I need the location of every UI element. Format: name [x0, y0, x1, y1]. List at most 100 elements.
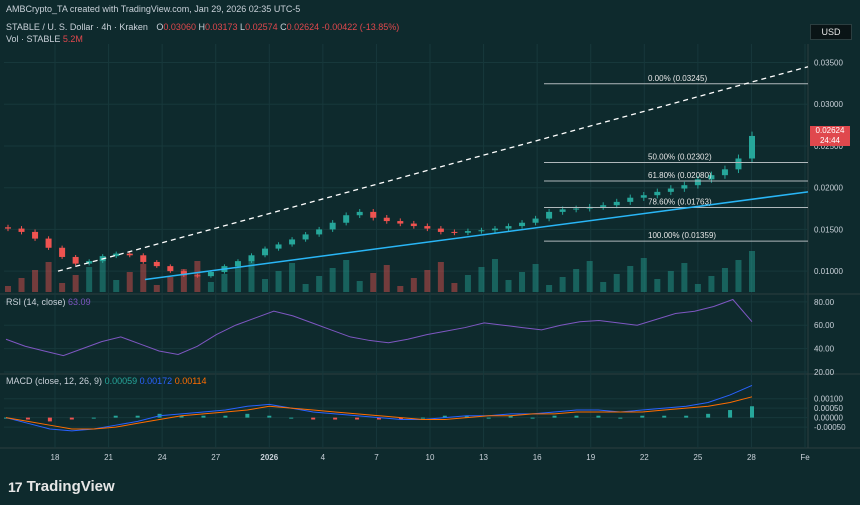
ohlc-low: 0.02574 [245, 22, 278, 32]
volume-bar [221, 274, 228, 292]
ohlc-open: 0.03060 [163, 22, 196, 32]
candle-body [167, 266, 174, 272]
rsi-legend: RSI (14, close) 63.09 [6, 297, 91, 307]
currency-button[interactable]: USD [810, 24, 852, 40]
volume-bar [559, 277, 566, 292]
volume-bar [45, 262, 52, 292]
tradingview-mark-icon: 17 [8, 478, 23, 495]
time-tick-label: 19 [586, 453, 595, 462]
volume-bar [464, 275, 471, 292]
candle-body [5, 227, 11, 229]
ohlc-close: 0.02624 [286, 22, 320, 32]
volume-bar [18, 278, 25, 292]
macd-histogram-bar [333, 417, 338, 420]
candle-body [45, 238, 52, 248]
candle-body [410, 223, 417, 227]
macd-signal-value: 0.00172 [139, 376, 173, 386]
price-tick-label: 0.03000 [814, 100, 843, 109]
tradingview-logo[interactable]: 17 TradingView [8, 478, 115, 495]
time-tick-label: 18 [51, 453, 60, 462]
price-tick-label: 0.01500 [814, 225, 843, 234]
resistance-trendline [57, 66, 809, 272]
time-tick-label: 4 [321, 453, 326, 462]
ohlc-l-label: L [240, 22, 246, 32]
candle-body [18, 228, 25, 232]
candle-body [519, 222, 526, 227]
time-tick-label: 2026 [260, 453, 278, 462]
volume-bar [546, 285, 553, 292]
volume-bar [370, 273, 377, 292]
volume-bar [613, 274, 620, 292]
volume-bar [478, 267, 485, 292]
brand-name: TradingView [26, 478, 115, 495]
macd-histogram-bar [289, 417, 294, 419]
macd-tick-label: 0.00050 [814, 404, 843, 413]
macd-histogram-bar [135, 415, 140, 418]
fib-level-label: 0.00% (0.03245) [648, 74, 707, 83]
time-tick-label: 21 [104, 453, 113, 462]
volume-bar [167, 277, 174, 292]
macd-hist-value: 0.00114 [174, 376, 207, 386]
macd-label: MACD (close, 12, 26, 9) [6, 376, 103, 386]
candle-body [302, 234, 309, 240]
macd-histogram-bar [113, 415, 118, 418]
macd-histogram-bar [420, 417, 425, 419]
volume-bar [275, 271, 282, 292]
volume-bar [532, 264, 539, 292]
volume-bar [424, 270, 431, 292]
candle-body [113, 253, 120, 257]
candle-body [681, 185, 688, 189]
candle-body [708, 175, 715, 180]
volume-bar [356, 281, 363, 292]
volume-bar [505, 280, 512, 292]
rsi-value: 63.09 [68, 297, 91, 307]
macd-histogram-bar [179, 415, 184, 418]
volume-bar [519, 272, 526, 292]
macd-histogram-bar [355, 417, 360, 420]
macd-histogram-bar [223, 415, 228, 418]
support-trendline [144, 191, 809, 281]
candle-body [207, 271, 214, 277]
symbol-title: STABLE / U. S. Dollar · 4h · Kraken [6, 22, 148, 32]
candle-body [424, 226, 431, 229]
candle-body [262, 248, 269, 256]
rsi-tick-label: 20.00 [814, 368, 835, 377]
volume-bar [32, 270, 39, 292]
volume-bar [302, 284, 309, 292]
candle-body [573, 208, 580, 210]
macd-histogram-bar [47, 417, 52, 422]
volume-bar [113, 280, 120, 292]
volume-bar [289, 263, 296, 292]
time-tick-label: 7 [374, 453, 379, 462]
volume-bar [749, 251, 755, 292]
fib-level-label: 50.00% (0.02302) [648, 152, 712, 161]
macd-tick-label: 0.00000 [814, 414, 843, 423]
time-tick-label: 13 [479, 453, 488, 462]
rsi-tick-label: 80.00 [814, 298, 835, 307]
time-tick-label: 22 [640, 453, 649, 462]
volume-bar [667, 271, 674, 292]
macd-histogram-bar [464, 415, 469, 418]
volume-bar [708, 276, 715, 292]
time-tick-label: 27 [211, 453, 220, 462]
candle-body [370, 211, 377, 218]
rsi-tick-label: 40.00 [814, 345, 835, 354]
volume-bar [99, 259, 106, 292]
volume-bar [180, 269, 187, 292]
time-tick-label: 24 [158, 453, 167, 462]
volume-bar [316, 276, 323, 292]
credit-line: AMBCrypto_TA created with TradingView.co… [6, 4, 301, 14]
macd-histogram-bar [377, 417, 381, 420]
candle-body [329, 222, 336, 230]
macd-tick-label: -0.00050 [814, 423, 846, 432]
candle-body [356, 211, 363, 216]
volume-bar [627, 266, 634, 292]
rsi-line [5, 298, 753, 357]
ohlc-change: -0.00422 (-13.85%) [321, 22, 400, 32]
candle-body [72, 256, 79, 264]
macd-histogram-bar [69, 417, 74, 420]
candle-body [140, 255, 147, 262]
volume-bar [451, 283, 458, 292]
candle-body [478, 230, 485, 232]
